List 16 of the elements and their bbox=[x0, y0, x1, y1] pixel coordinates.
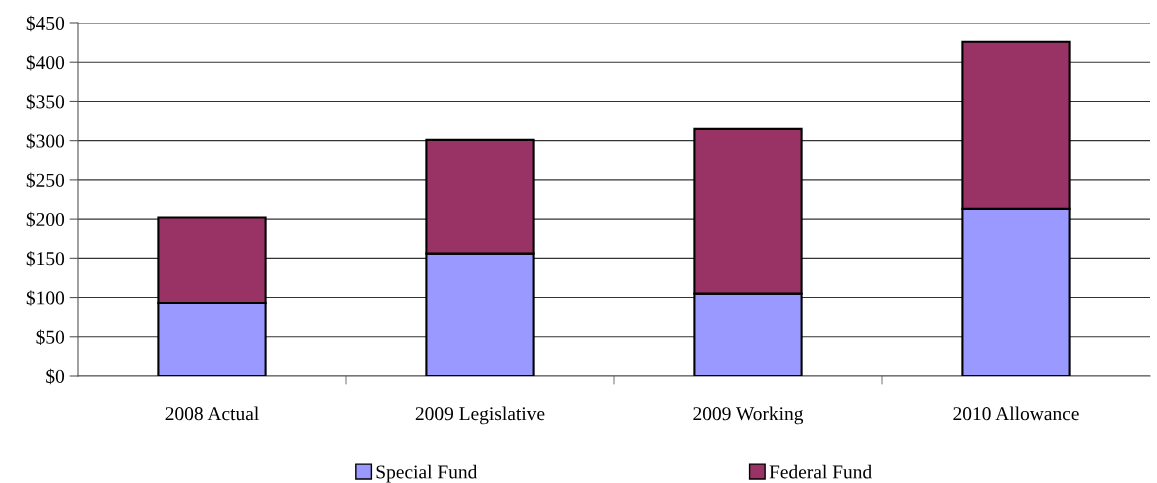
y-tick-label: $350 bbox=[26, 94, 65, 110]
y-tick-label: $200 bbox=[26, 211, 65, 228]
y-tick-label: $0 bbox=[46, 368, 65, 385]
y-tick-label: $50 bbox=[36, 329, 65, 346]
y-tick-label: $300 bbox=[26, 133, 65, 149]
legend-label: Special Fund bbox=[376, 464, 478, 483]
y-tick-label: $150 bbox=[26, 251, 65, 267]
x-tick-label: 2008 Actual bbox=[165, 406, 259, 421]
y-tick-label: $100 bbox=[26, 290, 65, 306]
x-tick-label: 2009 Legislative bbox=[415, 406, 545, 425]
y-tick-label: $250 bbox=[26, 172, 65, 189]
x-tick-label: 2010 Allowance bbox=[953, 406, 1079, 421]
y-tick-label: $400 bbox=[26, 54, 65, 71]
y-tick-label: $450 bbox=[26, 15, 65, 32]
legend-label: Federal Fund bbox=[769, 464, 872, 479]
x-tick-label: 2009 Working bbox=[693, 406, 804, 425]
